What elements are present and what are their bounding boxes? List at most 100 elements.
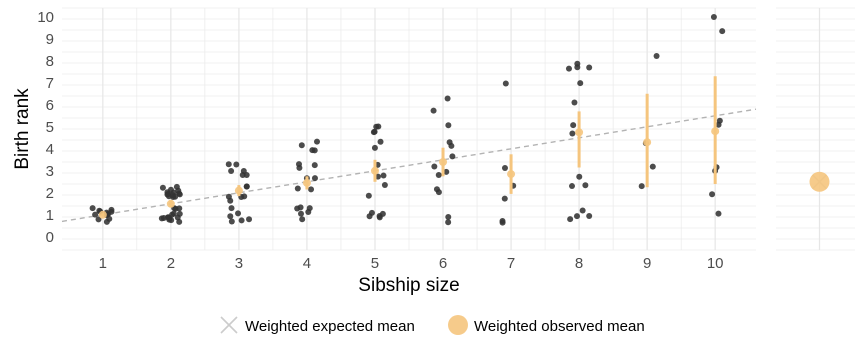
side-panel-grid	[776, 7, 855, 251]
x-tick-label: 4	[303, 255, 311, 272]
data-point	[501, 165, 508, 172]
data-point	[92, 211, 99, 218]
data-point	[298, 142, 305, 149]
data-point	[567, 216, 574, 223]
legend-label-expected: Weighted expected mean	[245, 318, 415, 335]
y-tick-label: 10	[37, 9, 54, 26]
main-panel-grid	[62, 7, 756, 251]
data-point	[176, 218, 183, 225]
data-point	[577, 80, 584, 87]
data-point	[158, 215, 165, 222]
observed-mean-point	[711, 127, 720, 136]
data-point	[574, 64, 581, 71]
data-point	[243, 171, 250, 178]
y-axis-title: Birth rank	[12, 88, 33, 170]
y-tick-label: 4	[46, 141, 54, 158]
data-point	[569, 130, 576, 137]
y-tick-label: 8	[46, 53, 54, 70]
x-tick-label: 5	[371, 255, 379, 272]
data-point	[164, 191, 171, 198]
data-point	[246, 216, 253, 223]
data-point	[571, 99, 578, 106]
data-point	[176, 191, 183, 198]
data-point	[719, 28, 726, 35]
data-point	[173, 183, 180, 190]
data-point	[570, 122, 577, 129]
y-tick-label: 3	[46, 163, 54, 180]
legend: Weighted expected mean Weighted observed…	[220, 315, 645, 335]
data-point	[159, 184, 166, 191]
individual-points	[89, 14, 726, 226]
data-point	[586, 64, 593, 71]
data-point	[296, 164, 303, 171]
data-point	[168, 217, 175, 224]
data-point	[371, 144, 378, 151]
data-point	[305, 208, 312, 215]
data-point	[176, 210, 183, 217]
data-point	[501, 195, 508, 202]
y-tick-label: 2	[46, 185, 54, 202]
weighted-observed-means	[98, 76, 720, 219]
observed-mean-point	[507, 170, 516, 179]
data-point	[377, 138, 384, 145]
data-point	[430, 107, 437, 114]
data-point	[715, 210, 722, 217]
observed-mean-point	[439, 158, 448, 166]
data-point	[449, 153, 456, 160]
data-point	[311, 147, 318, 154]
legend-cross-icon	[220, 316, 238, 334]
data-point	[313, 138, 320, 145]
y-tick-label: 6	[46, 97, 54, 114]
data-point	[89, 205, 96, 212]
data-point	[443, 168, 450, 175]
x-tick-label: 8	[575, 255, 583, 272]
data-point	[569, 183, 576, 190]
y-tick-label: 9	[46, 31, 54, 48]
data-point	[225, 161, 232, 168]
data-point	[227, 213, 234, 220]
y-tick-labels: 0 1 2 3 4 5 6 7 8 9 10	[37, 9, 54, 246]
x-tick-label: 6	[439, 255, 447, 272]
data-point	[448, 142, 455, 149]
data-point	[444, 95, 451, 102]
data-point	[431, 163, 438, 170]
x-tick-labels: 1 2 3 4 5 6 7 8 9 10	[99, 255, 724, 272]
observed-mean-point	[643, 138, 652, 147]
data-point	[169, 192, 176, 199]
y-tick-label: 0	[46, 229, 54, 246]
data-point	[576, 173, 583, 180]
data-point	[311, 162, 318, 169]
legend-circle-icon	[448, 315, 468, 335]
data-point	[499, 219, 506, 226]
data-point	[233, 161, 240, 168]
side-panel-marks	[809, 171, 830, 192]
legend-label-observed: Weighted observed mean	[474, 318, 645, 335]
y-tick-label: 7	[46, 75, 54, 92]
data-point	[710, 14, 717, 21]
x-tick-label: 10	[707, 255, 724, 272]
observed-mean-point	[166, 199, 175, 208]
data-point	[586, 213, 593, 220]
data-point	[376, 213, 383, 220]
data-point	[308, 186, 315, 193]
data-point	[238, 217, 245, 224]
data-point	[716, 117, 723, 124]
data-point	[381, 181, 388, 188]
data-point	[294, 185, 301, 192]
data-point	[228, 218, 235, 225]
data-point	[243, 183, 250, 190]
data-point	[445, 122, 452, 129]
data-point	[435, 171, 442, 178]
data-point	[373, 123, 380, 130]
data-point	[298, 210, 305, 217]
x-tick-label: 7	[507, 255, 515, 272]
observed-mean-point	[98, 210, 107, 219]
y-tick-label: 1	[46, 207, 54, 224]
x-tick-label: 1	[99, 255, 107, 272]
x-tick-label: 2	[167, 255, 175, 272]
data-point	[235, 210, 242, 217]
data-point	[653, 53, 660, 60]
data-point	[579, 207, 586, 214]
data-point	[228, 205, 235, 212]
